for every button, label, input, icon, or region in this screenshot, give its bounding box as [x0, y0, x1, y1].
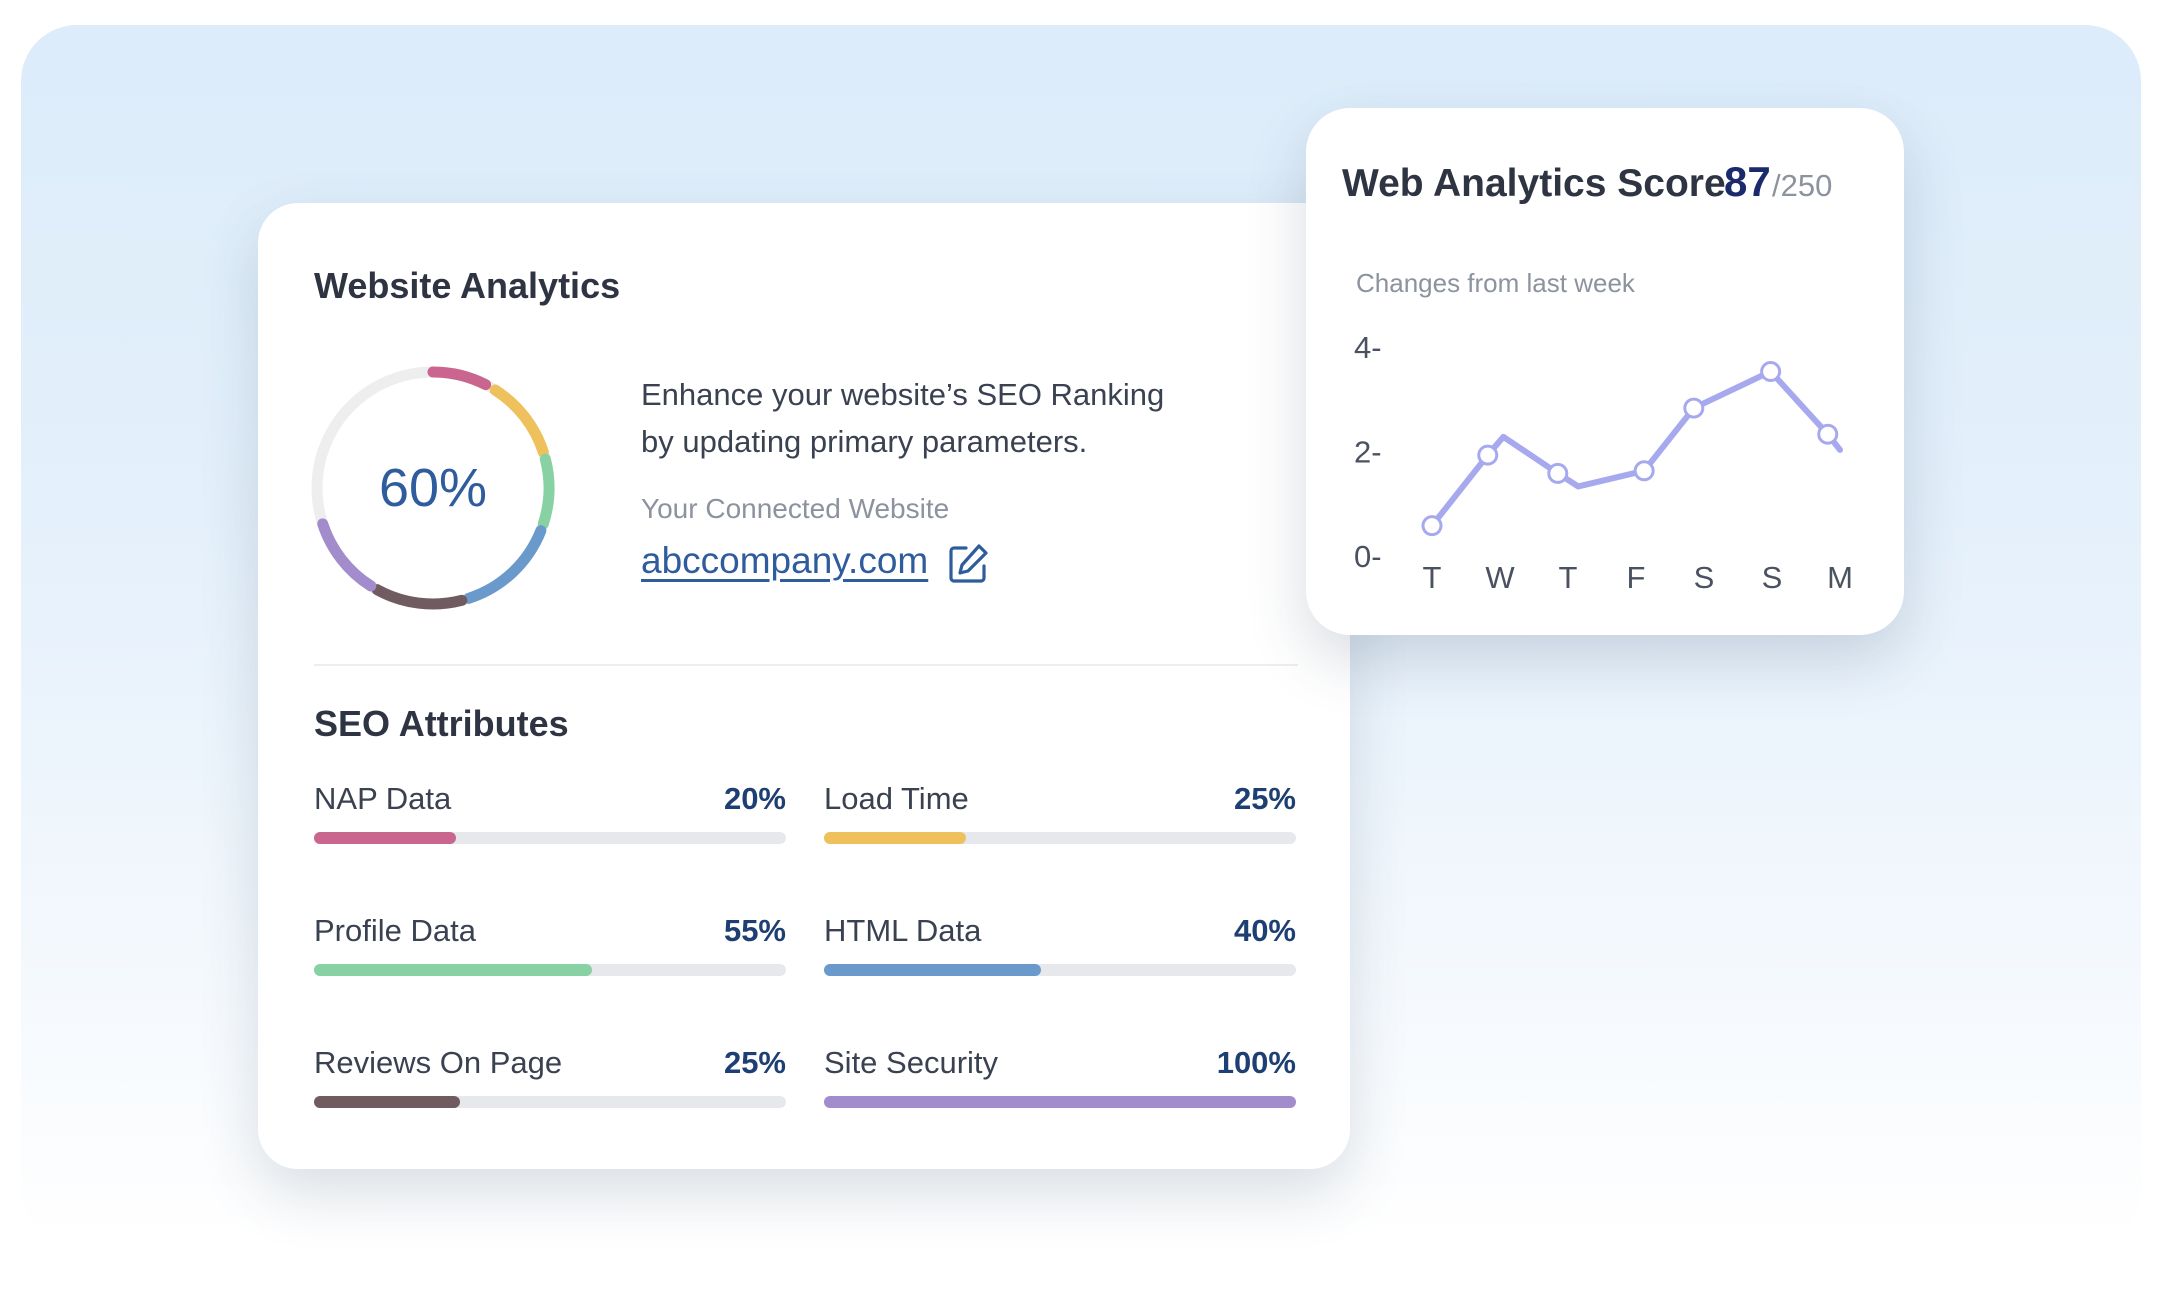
x-tick-label: S	[1762, 560, 1783, 595]
x-tick-label: T	[1559, 560, 1578, 595]
data-point	[1817, 423, 1839, 445]
attribute-value: 40%	[1233, 913, 1296, 948]
progress-fill	[824, 832, 966, 844]
attribute-label: Site Security	[824, 1045, 999, 1080]
x-tick-label: M	[1827, 560, 1853, 595]
progress-track	[314, 832, 786, 844]
y-tick-label: 4-	[1354, 330, 1382, 365]
donut-segment-5	[317, 518, 377, 592]
progress-fill	[314, 832, 456, 844]
seo-attribute-site-security: Site Security 100%	[824, 1045, 1296, 1125]
attribute-value: 25%	[723, 1045, 786, 1080]
progress-track	[314, 1096, 786, 1108]
seo-attribute-nap-data: NAP Data 20%	[314, 781, 786, 861]
attribute-label: Reviews On Page	[314, 1045, 563, 1080]
score-value: 87	[1724, 158, 1771, 205]
donut-segment-2	[537, 453, 555, 530]
section-divider	[314, 664, 1298, 666]
data-point	[1760, 361, 1782, 383]
attribute-value: 100%	[1216, 1045, 1296, 1080]
edit-icon[interactable]	[946, 542, 990, 586]
attribute-label: Load Time	[824, 781, 969, 816]
x-tick-label: T	[1423, 560, 1442, 595]
attribute-label: NAP Data	[314, 781, 452, 816]
card-title: Website Analytics	[314, 265, 621, 306]
promo-line-1: Enhance your website’s SEO Ranking	[641, 377, 1165, 412]
seo-attribute-html-data: HTML Data 40%	[824, 913, 1296, 993]
progress-track	[824, 1096, 1296, 1108]
progress-track	[314, 964, 786, 976]
seo-attribute-profile-data: Profile Data 55%	[314, 913, 786, 993]
progress-donut	[311, 366, 555, 610]
progress-fill	[824, 1096, 1296, 1108]
score-title: Web Analytics Score	[1342, 162, 1726, 205]
score-total: /250	[1772, 168, 1833, 203]
seo-attribute-load-time: Load Time 25%	[824, 781, 1296, 861]
progress-fill	[314, 964, 593, 976]
donut-segment-4	[371, 584, 468, 610]
progress-fill	[314, 1096, 461, 1108]
web-analytics-score-card: Web Analytics Score 87 /250 Changes from…	[1306, 108, 1904, 635]
attribute-label: Profile Data	[314, 913, 476, 948]
data-point	[1683, 397, 1705, 419]
progress-fill	[824, 964, 1042, 976]
attribute-value: 20%	[723, 781, 786, 816]
website-analytics-card: Website Analytics 60% Enhance your websi…	[258, 203, 1350, 1169]
progress-track	[824, 964, 1296, 976]
donut-segment-3	[463, 525, 547, 604]
progress-percentage: 60%	[378, 458, 488, 518]
data-point	[1547, 462, 1569, 484]
attribute-label: HTML Data	[824, 913, 982, 948]
x-tick-label: W	[1485, 560, 1515, 595]
promo-line-2: by updating primary parameters.	[641, 424, 1088, 459]
seo-section-title: SEO Attributes	[314, 703, 569, 744]
series-line	[1429, 368, 1843, 529]
website-link[interactable]: abccompany.com	[641, 540, 929, 581]
progress-track	[824, 832, 1296, 844]
data-point	[1633, 460, 1655, 482]
attribute-value: 55%	[723, 913, 786, 948]
changes-label: Changes from last week	[1356, 268, 1635, 298]
attribute-value: 25%	[1233, 781, 1296, 816]
y-tick-label: 0-	[1354, 539, 1382, 574]
x-tick-label: F	[1627, 560, 1646, 595]
data-point	[1421, 515, 1443, 537]
donut-segment-1	[489, 384, 549, 458]
donut-segment-0	[427, 366, 492, 391]
weekly-changes-chart: 4- 2- 0- T W T F S S M	[1354, 330, 1853, 595]
x-tick-label: S	[1694, 560, 1715, 595]
data-point	[1477, 444, 1499, 466]
y-tick-label: 2-	[1354, 435, 1382, 470]
promo-text: Enhance your website’s SEO Ranking by up…	[641, 371, 1241, 465]
connected-website-label: Your Connected Website	[641, 493, 950, 524]
seo-attribute-reviews-on-page: Reviews On Page 25%	[314, 1045, 786, 1125]
